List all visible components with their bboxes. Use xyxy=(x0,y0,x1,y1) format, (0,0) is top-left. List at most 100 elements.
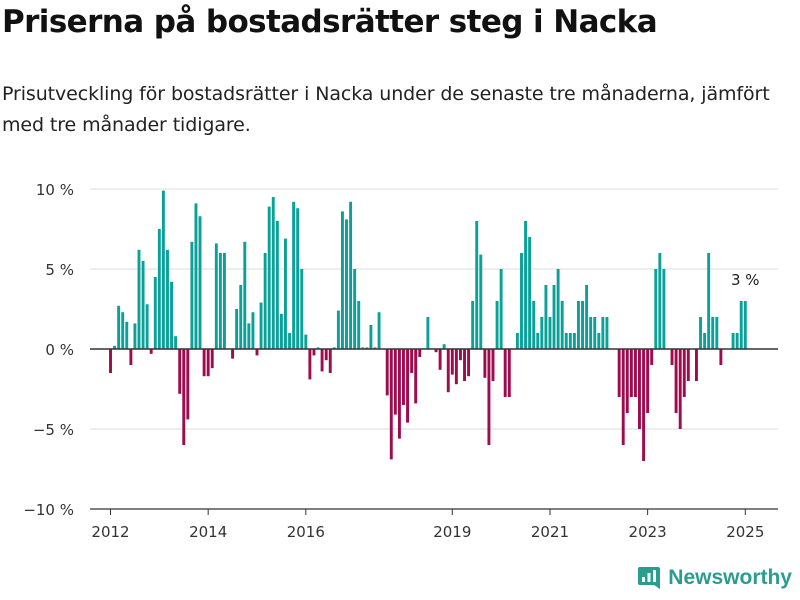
bar xyxy=(528,237,532,349)
bar xyxy=(520,253,523,349)
bar xyxy=(459,349,462,361)
bar xyxy=(300,269,304,349)
bar xyxy=(703,333,707,349)
last-value-label: 3 % xyxy=(731,271,760,289)
y-tick-label: −5 % xyxy=(33,421,74,439)
bar xyxy=(349,201,353,349)
bar xyxy=(357,301,361,349)
bar xyxy=(585,285,589,349)
bar xyxy=(560,301,564,349)
bar xyxy=(735,333,739,349)
bar xyxy=(292,201,296,349)
brand-name: Newsworthy xyxy=(668,566,792,589)
bar xyxy=(638,349,641,429)
bar xyxy=(279,313,283,349)
bar xyxy=(674,349,678,413)
bar xyxy=(467,349,471,377)
bar xyxy=(214,243,218,349)
bar xyxy=(190,241,194,349)
bar xyxy=(621,349,625,445)
x-tick-label: 2023 xyxy=(629,523,667,541)
bar xyxy=(186,349,190,420)
chart-title: Priserna på bostadsrätter steg i Nacka xyxy=(2,4,658,40)
x-tick-label: 2019 xyxy=(433,523,471,541)
bar xyxy=(157,229,161,349)
bar xyxy=(296,208,300,349)
bar xyxy=(499,269,503,349)
axes xyxy=(90,348,778,510)
bar xyxy=(552,285,556,349)
bar xyxy=(145,304,149,349)
bar xyxy=(149,349,153,354)
bar xyxy=(166,249,169,349)
newsworthy-logo-icon xyxy=(638,567,661,589)
bar xyxy=(304,334,308,349)
bar xyxy=(426,317,430,349)
bar xyxy=(414,349,418,404)
bar xyxy=(410,349,414,373)
bar xyxy=(576,301,580,349)
bar xyxy=(670,349,674,365)
bar xyxy=(707,253,711,349)
bar xyxy=(340,211,344,349)
bar xyxy=(601,317,605,349)
bar xyxy=(365,347,369,349)
bar xyxy=(251,312,255,349)
bar xyxy=(450,349,454,375)
bar xyxy=(650,349,654,365)
bar xyxy=(328,349,332,373)
bar xyxy=(218,253,222,349)
bar xyxy=(320,349,324,372)
bar xyxy=(129,349,133,365)
bar xyxy=(133,323,137,349)
bar xyxy=(605,317,609,349)
bar xyxy=(682,349,686,397)
bar xyxy=(695,349,698,381)
bar xyxy=(153,277,157,349)
bar xyxy=(564,333,568,349)
bar xyxy=(312,349,316,356)
bar xyxy=(633,349,637,397)
bar xyxy=(719,349,723,365)
bar xyxy=(406,349,409,423)
bar xyxy=(324,349,328,361)
bars xyxy=(109,190,747,461)
bar xyxy=(654,269,658,349)
bar xyxy=(572,333,576,349)
bar xyxy=(544,285,548,349)
bar xyxy=(206,349,210,377)
bar xyxy=(625,349,629,413)
bar xyxy=(393,349,397,415)
bar xyxy=(198,216,202,349)
bar xyxy=(345,219,348,349)
bar xyxy=(178,349,182,394)
bar xyxy=(731,333,735,349)
x-tick-label: 2016 xyxy=(287,523,325,541)
bar xyxy=(711,317,715,349)
bar xyxy=(479,254,483,349)
x-tick-label: 2014 xyxy=(189,523,227,541)
bar xyxy=(524,221,528,349)
bar xyxy=(109,349,112,373)
bar xyxy=(377,312,381,349)
bar xyxy=(373,347,377,349)
bar xyxy=(316,347,320,349)
bar xyxy=(475,221,479,349)
bar xyxy=(739,301,743,349)
bar xyxy=(402,349,405,405)
bar xyxy=(463,349,466,381)
bar xyxy=(715,317,719,349)
bar xyxy=(161,190,165,349)
bar xyxy=(117,305,121,349)
y-tick-label: −10 % xyxy=(23,501,74,519)
bar xyxy=(515,333,519,349)
bar xyxy=(182,349,186,445)
bar xyxy=(194,203,198,349)
bar xyxy=(589,317,593,349)
bar xyxy=(385,349,389,396)
y-tick-label: 0 % xyxy=(45,341,74,359)
bar xyxy=(483,349,487,378)
y-axis-ticks: −10 % −5 % 0 % 5 % 10 % xyxy=(23,181,74,519)
bar xyxy=(699,317,702,349)
